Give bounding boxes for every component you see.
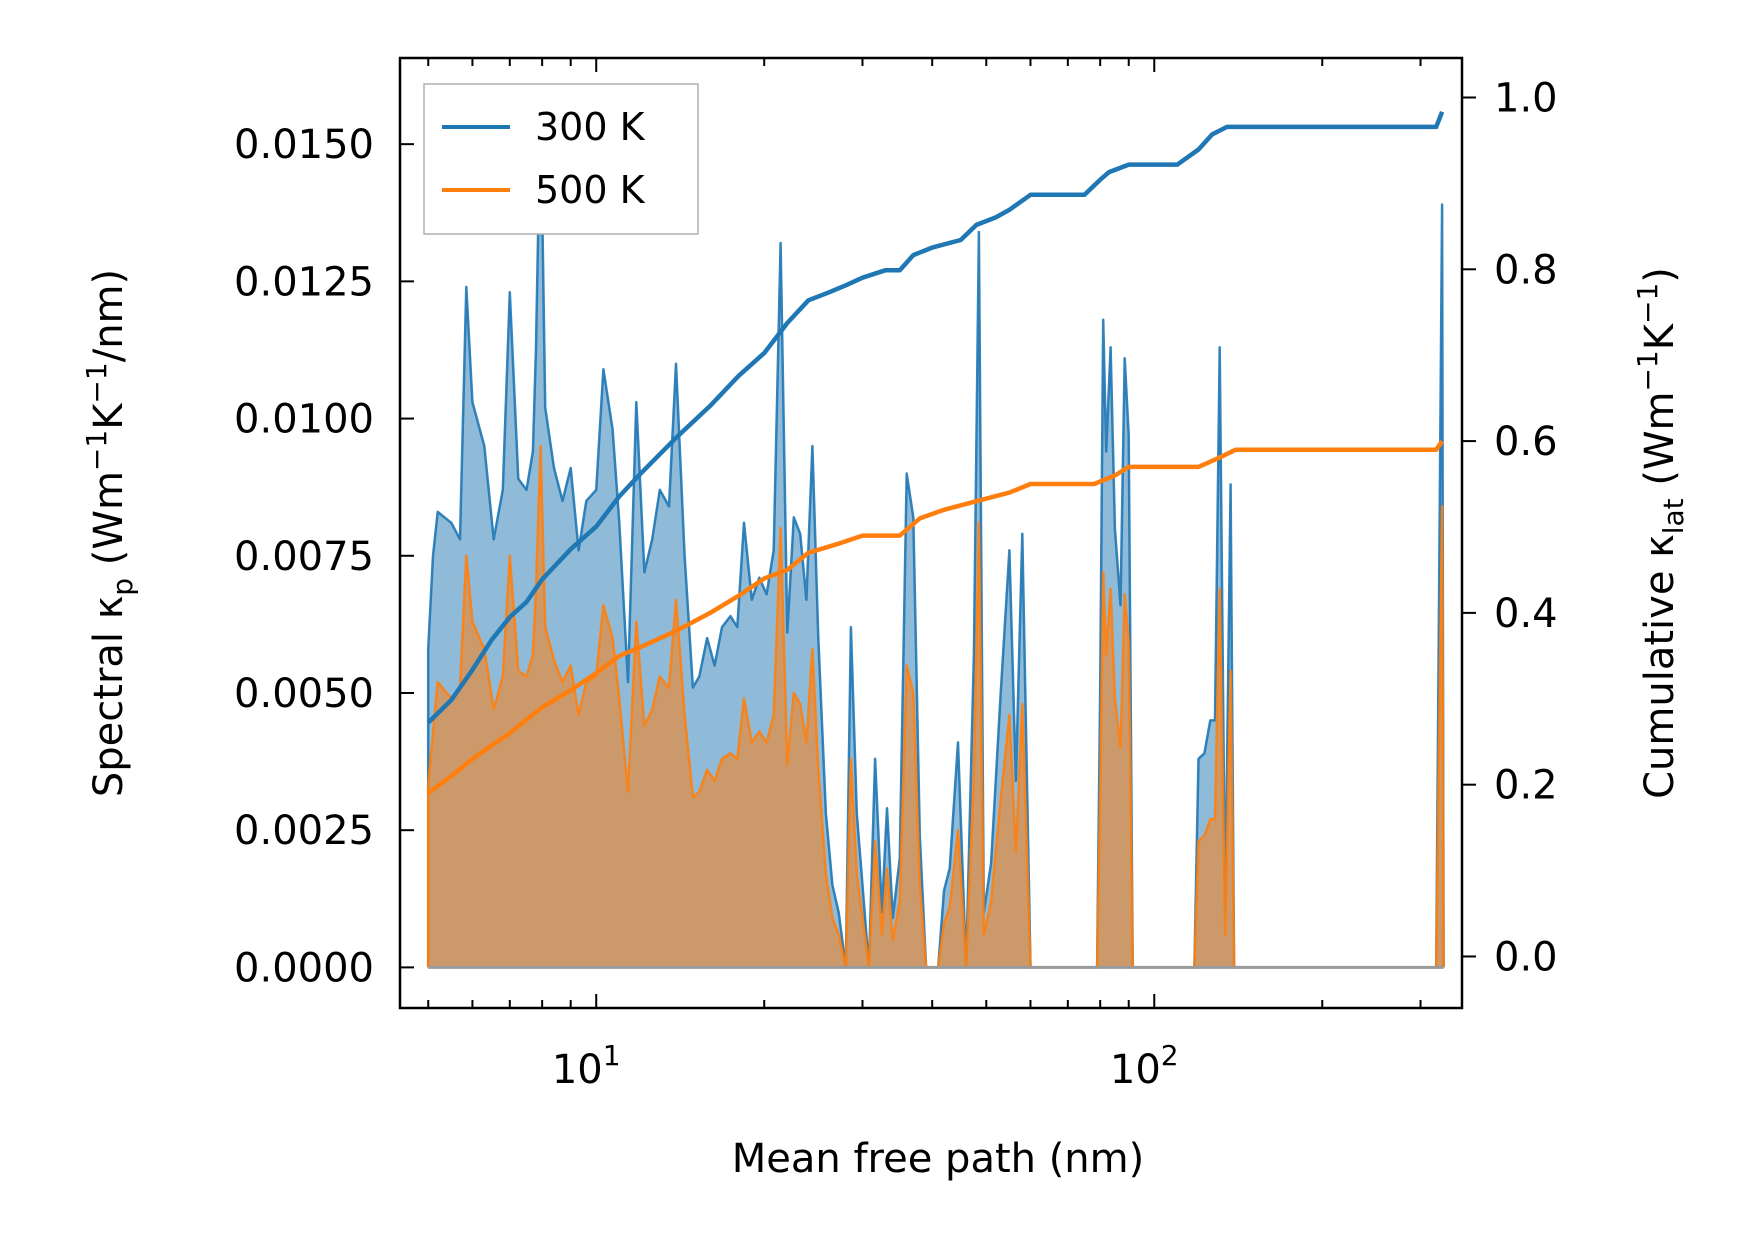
left-label-sup1: −1 [80,430,113,471]
left-tick-label: 0.0025 [234,808,374,854]
right-axis-label: Cumulative κlat (Wm−1K−1) [1631,267,1690,799]
right-tick-label: 0.2 [1494,763,1558,809]
left-tick-label: 0.0125 [234,259,374,305]
x-tick-label-exp: 1 [603,1039,621,1072]
left-label-mid2: K [86,402,132,430]
x-tick-label: 101 [552,1039,621,1093]
right-tick-label: 1.0 [1494,76,1558,122]
right-label-mid2: K [1637,322,1683,350]
legend-frame [423,83,699,235]
right-tick-label: 0.4 [1494,591,1558,637]
cumulative-layer [426,110,1445,796]
right-label-mid1: (Wm [1637,392,1683,499]
x-tick-label: 102 [1110,1039,1179,1093]
legend-label-300k: 300 K [535,105,646,149]
right-tick-label: 0.6 [1494,419,1558,465]
spectral-fill-500k [428,446,1444,968]
left-label-sub: p [106,578,139,596]
left-tick-label: 0.0075 [234,534,374,580]
left-tick-label: 0.0150 [234,122,374,168]
left-tick-label: 0.0050 [234,671,374,717]
left-tick-label: 0.0100 [234,397,374,443]
spectral-line-300k [426,99,1445,969]
x-tick-label-base: 10 [1110,1047,1161,1093]
right-tick-label: 0.8 [1494,247,1558,293]
spectral-line-500k [426,444,1445,969]
left-tick-label: 0.0000 [234,945,374,991]
left-label-pre: Spectral κ [86,596,132,797]
legend-label-500k: 500 K [535,168,646,212]
x-tick-label-exp: 2 [1161,1039,1179,1072]
right-label-sup1: −1 [1631,350,1664,391]
cumulative-line-500k [426,439,1444,796]
legend: 300 K 500 K [423,83,699,235]
x-tick-label-base: 10 [552,1047,603,1093]
right-label-sup2: −1 [1631,283,1664,324]
right-label-sub: lat [1657,498,1690,534]
x-axis-label: Mean free path (nm) [732,1136,1144,1182]
right-label-post: ) [1637,267,1683,283]
spectral-layer [426,99,1445,969]
right-label-pre: Cumulative κ [1637,534,1683,799]
left-label-mid1: (Wm [86,471,132,578]
left-label-post: /nm) [86,269,132,362]
right-tick-label: 0.0 [1494,934,1558,980]
left-label-sup2: −1 [80,362,113,403]
plot-frame [398,56,1464,1010]
cumulative-line-300k [426,110,1445,725]
axes: 0.00000.00250.00500.00750.01000.01250.01… [234,56,1558,1093]
left-axis-label: Spectral κp (Wm−1K−1/nm) [80,269,139,797]
